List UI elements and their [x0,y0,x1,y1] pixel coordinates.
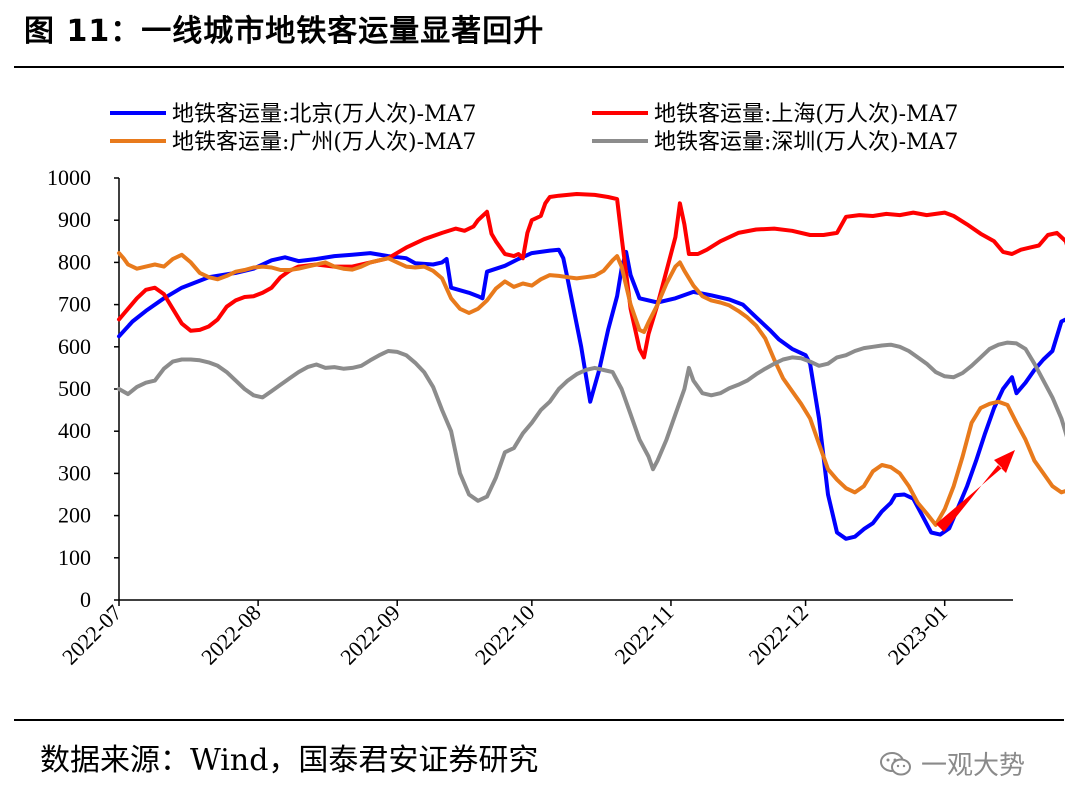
data-source-note: 数据来源：Wind，国泰君安证券研究 [40,743,539,778]
legend-label: 地铁客运量:北京(万人次)-MA7 [172,102,476,127]
y-tick-label: 900 [58,207,91,232]
x-tick-label: 2022-11 [610,600,679,669]
y-tick-label: 400 [58,418,91,443]
bottom-rule [14,719,1064,721]
series-line [117,340,1065,503]
x-tick-label: 2022-09 [335,600,405,670]
x-tick-label: 2023-01 [883,600,953,670]
x-tick-label: 2022-10 [470,600,540,670]
legend: 地铁客运量:北京(万人次)-MA7 地铁客运量:上海(万人次)-MA7 地铁客运量:… [110,102,958,155]
line-chart: 地铁客运量:北京(万人次)-MA7 地铁客运量:上海(万人次)-MA7 地铁客运量:… [47,102,1065,670]
watermark-text: 一观大势 [920,751,1025,781]
y-axis: 0 100 200 300 400 500 600 700 800 900 1000 [47,165,120,612]
watermark: 一观大势 [879,745,1025,782]
x-tick-label: 2022-12 [744,600,814,670]
y-tick-label: 0 [80,587,91,612]
y-tick-label: 600 [58,334,91,359]
y-tick-label: 1000 [47,165,91,190]
trend-arrow [936,450,1015,532]
y-tick-label: 700 [58,292,91,317]
legend-label: 地铁客运量:深圳(万人次)-MA7 [654,130,958,155]
annotation-layer [936,450,1015,532]
series-line [117,247,1065,541]
chart-title: 图 11：一线城市地铁客运量显著回升 [24,14,545,49]
y-tick-label: 500 [58,376,91,401]
top-rule [14,66,1064,68]
x-axis: 2022-07 2022-08 2022-09 2022-10 2022-11 2022-… [57,599,1013,670]
x-tick-label: 2022-07 [57,600,127,670]
series-layer [117,192,1065,541]
y-tick-label: 200 [58,503,91,528]
y-tick-label: 800 [58,249,91,274]
series-line [117,192,1065,360]
x-tick-label: 2022-08 [196,600,266,670]
series-line [117,251,1065,527]
y-tick-label: 100 [58,545,91,570]
legend-label: 地铁客运量:上海(万人次)-MA7 [654,102,958,127]
y-tick-label: 300 [58,460,91,485]
legend-label: 地铁客运量:广州(万人次)-MA7 [172,130,476,155]
wechat-icon [879,751,911,775]
